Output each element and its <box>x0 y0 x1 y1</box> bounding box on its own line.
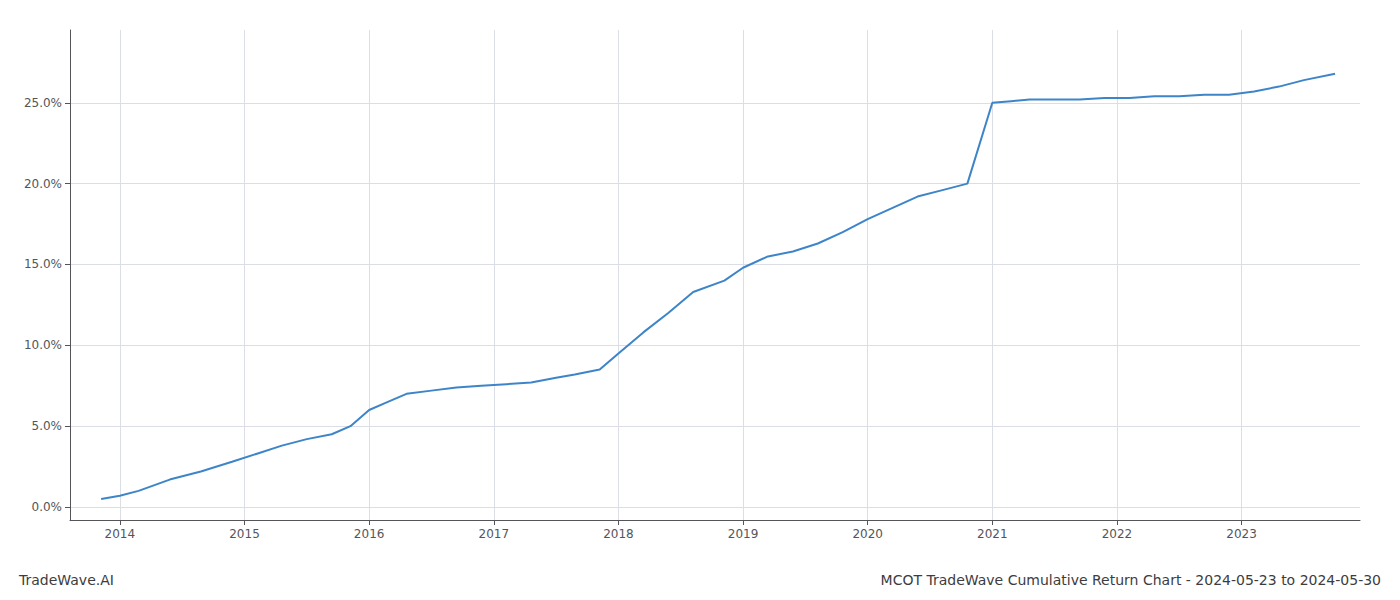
svg-text:2023: 2023 <box>1226 527 1257 541</box>
svg-text:2017: 2017 <box>478 527 509 541</box>
svg-text:0.0%: 0.0% <box>32 500 63 514</box>
svg-text:TradeWave.AI: TradeWave.AI <box>18 572 114 588</box>
svg-text:25.0%: 25.0% <box>24 96 62 110</box>
svg-text:20.0%: 20.0% <box>24 177 62 191</box>
svg-text:10.0%: 10.0% <box>24 338 62 352</box>
svg-text:MCOT TradeWave Cumulative Retu: MCOT TradeWave Cumulative Return Chart -… <box>881 572 1381 588</box>
svg-text:2014: 2014 <box>105 527 136 541</box>
svg-text:5.0%: 5.0% <box>32 419 63 433</box>
svg-text:2019: 2019 <box>728 527 759 541</box>
svg-text:2016: 2016 <box>354 527 385 541</box>
svg-text:2022: 2022 <box>1102 527 1133 541</box>
svg-text:2021: 2021 <box>977 527 1008 541</box>
svg-text:15.0%: 15.0% <box>24 257 62 271</box>
svg-text:2015: 2015 <box>229 527 260 541</box>
svg-text:2020: 2020 <box>852 527 883 541</box>
svg-text:2018: 2018 <box>603 527 634 541</box>
